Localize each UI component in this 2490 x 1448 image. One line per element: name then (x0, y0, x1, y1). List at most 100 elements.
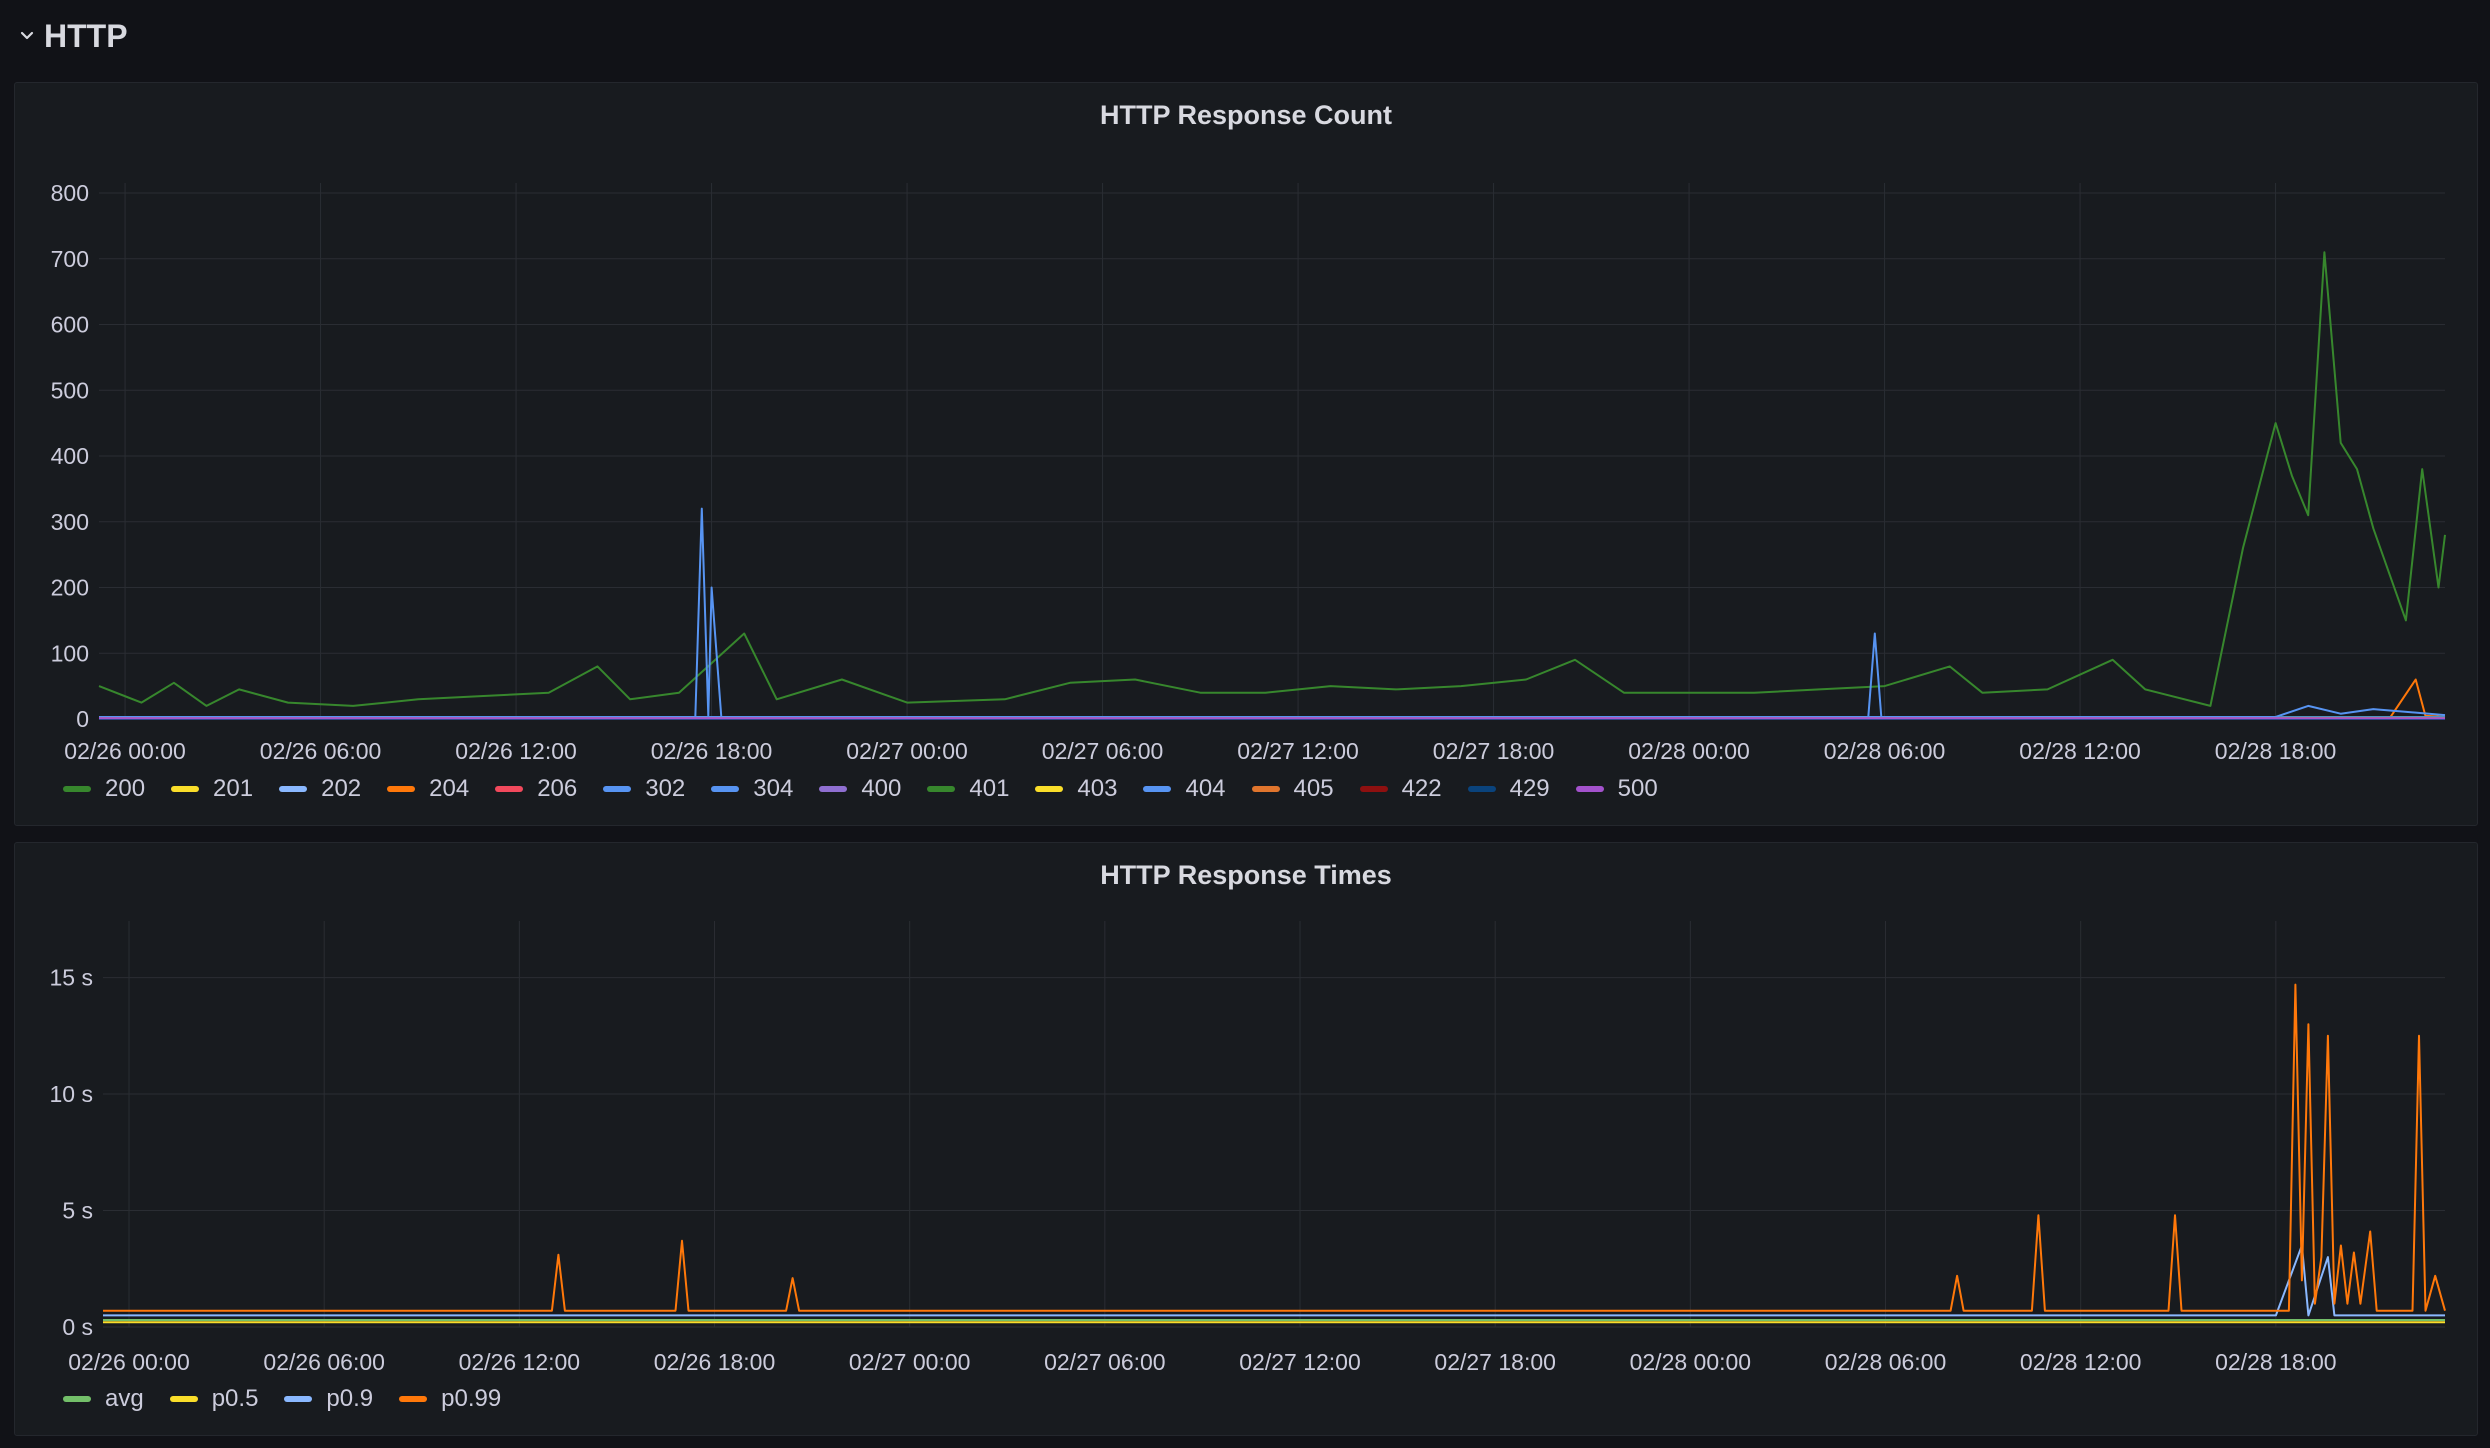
chart-legend: 200 201 202 204 206 302 304 400 401 403 404 405 422 4… (63, 775, 1684, 803)
legend-item-403[interactable]: 403 (1035, 775, 1117, 803)
series-line-304 (99, 507, 2445, 719)
legend-item-200[interactable]: 200 (63, 775, 145, 803)
series-line-200 (98, 251, 2446, 707)
legend-item-422[interactable]: 422 (1359, 775, 1442, 803)
x-tick-label: 02/28 12:00 (2020, 1349, 2142, 1375)
legend-label: 429 (1509, 775, 1550, 802)
y-tick-label: 300 (51, 509, 89, 535)
series-line-204 (99, 678, 2446, 720)
chevron-down-icon (20, 31, 34, 40)
legend-item-204[interactable]: 204 (387, 775, 469, 803)
legend-item-500[interactable]: 500 (1575, 775, 1658, 803)
legend-item-304[interactable]: 304 (711, 775, 793, 803)
x-tick-label: 02/26 12:00 (459, 1349, 581, 1375)
legend-swatch (63, 1396, 91, 1402)
x-tick-label: 02/28 12:00 (2019, 738, 2141, 764)
legend-label: 401 (969, 775, 1010, 802)
y-tick-label: 800 (51, 180, 89, 206)
panel-title: HTTP Response Times (1100, 860, 1392, 890)
http-response-times-chart: 0 s 5 s 10 s 15 s 02/26 00:00 02/26 06:00 02/2… (50, 921, 2446, 1375)
x-tick-label: 02/26 12:00 (455, 738, 577, 764)
x-tick-label: 02/27 12:00 (1239, 1349, 1361, 1375)
legend-label: 422 (1401, 775, 1442, 802)
legend-item-400[interactable]: 400 (819, 775, 901, 803)
x-tick-label: 02/28 18:00 (2215, 1349, 2337, 1375)
x-tick-label: 02/26 00:00 (64, 738, 186, 764)
legend-label: 403 (1077, 775, 1118, 802)
y-tick-label: 10 s (50, 1081, 93, 1107)
legend-swatch (1575, 786, 1604, 792)
row-toggle-http[interactable]: HTTP (18, 14, 128, 58)
legend-label: 202 (321, 775, 362, 802)
y-tick-label: 500 (51, 377, 89, 403)
legend-item-p0-5[interactable]: p0.5 (169, 1385, 259, 1413)
legend-item-206[interactable]: 206 (495, 775, 577, 803)
legend-label: 405 (1293, 775, 1334, 802)
legend-item-302[interactable]: 302 (603, 775, 685, 803)
x-tick-label: 02/27 18:00 (1434, 1349, 1556, 1375)
y-tick-label: 200 (51, 575, 89, 601)
x-tick-label: 02/26 06:00 (263, 1349, 385, 1375)
legend-label: 206 (537, 775, 578, 802)
row-title: HTTP (44, 17, 128, 54)
legend-item-202[interactable]: 202 (279, 775, 361, 803)
legend-label: p0.5 (211, 1385, 259, 1412)
y-tick-label: 700 (51, 246, 89, 272)
legend-label: 302 (645, 775, 686, 802)
legend-label: 500 (1617, 775, 1658, 802)
legend-swatch (711, 786, 740, 792)
legend-swatch (279, 786, 308, 792)
legend-swatch (1143, 786, 1172, 792)
x-tick-label: 02/27 18:00 (1433, 738, 1555, 764)
legend-swatch (819, 786, 848, 792)
legend-item-405[interactable]: 405 (1251, 775, 1334, 803)
series-line-p0-99 (103, 983, 2446, 1312)
legend-label: 201 (213, 775, 254, 802)
legend-label: p0.9 (326, 1385, 374, 1412)
legend-item-401[interactable]: 401 (927, 775, 1009, 803)
legend-swatch (399, 1396, 428, 1402)
legend-item-404[interactable]: 404 (1143, 775, 1226, 803)
chart-legend: avg p0.5 p0.9 p0.99 (63, 1385, 527, 1413)
legend-item-429[interactable]: 429 (1467, 775, 1550, 803)
legend-label: 304 (753, 775, 794, 802)
legend-item-201[interactable]: 201 (171, 775, 253, 803)
y-tick-label: 400 (51, 443, 89, 469)
x-tick-label: 02/27 00:00 (849, 1349, 971, 1375)
legend-label: avg (105, 1385, 144, 1412)
legend-label: 400 (861, 775, 902, 802)
legend-label: 204 (429, 775, 470, 802)
y-tick-label: 100 (51, 640, 89, 666)
legend-swatch (387, 786, 416, 792)
x-tick-label: 02/26 00:00 (68, 1349, 190, 1375)
legend-label: 404 (1185, 775, 1226, 802)
legend-swatch (603, 786, 632, 792)
legend-swatch (495, 786, 524, 792)
panel-title: HTTP Response Count (1099, 100, 1393, 130)
http-response-count-chart: 0 100 200 300 400 500 600 700 800 02/26 00:00 02/2… (51, 180, 2446, 764)
legend-swatch (1035, 786, 1064, 792)
x-tick-label: 02/28 00:00 (1628, 738, 1750, 764)
legend-swatch (1467, 786, 1496, 792)
legend-item-p0-99[interactable]: p0.99 (399, 1385, 501, 1413)
http-response-times-panel: HTTP Response Times 0 s 5 s 10 s 15 s 02/26 … (14, 842, 2478, 1436)
x-tick-label: 02/27 06:00 (1042, 738, 1164, 764)
y-tick-label: 0 s (62, 1314, 93, 1340)
legend-swatch (171, 786, 200, 792)
series-line-p0-9 (103, 1244, 2445, 1317)
legend-label: p0.99 (441, 1385, 502, 1412)
series-line-404 (99, 704, 2446, 718)
x-tick-label: 02/27 12:00 (1237, 738, 1359, 764)
legend-swatch (169, 1396, 198, 1402)
legend-swatch (1359, 786, 1388, 792)
y-tick-label: 600 (51, 312, 89, 338)
http-response-count-panel: HTTP Response Count 0 100 200 300 400 500 600 7… (14, 82, 2478, 826)
legend-swatch (284, 1396, 313, 1402)
legend-swatch (1251, 786, 1280, 792)
y-tick-label: 0 (76, 706, 89, 732)
x-tick-label: 02/28 00:00 (1630, 1349, 1752, 1375)
legend-item-p0-9[interactable]: p0.9 (284, 1385, 373, 1413)
legend-label: 200 (105, 775, 146, 802)
legend-swatch (63, 786, 91, 792)
legend-item-avg[interactable]: avg (63, 1385, 144, 1413)
